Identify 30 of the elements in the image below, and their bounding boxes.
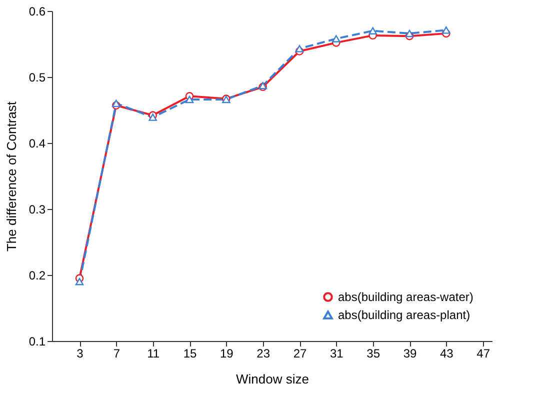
y-axis-title: The difference of Contrast xyxy=(4,101,19,252)
x-tick-label: 7 xyxy=(113,346,120,360)
x-tick-label: 31 xyxy=(330,346,344,360)
point xyxy=(295,44,304,52)
x-tick-label: 43 xyxy=(440,346,454,360)
point xyxy=(332,35,340,42)
x-tick-label: 47 xyxy=(476,346,490,360)
point xyxy=(405,30,414,38)
y-tick-label: 0.2 xyxy=(28,268,46,282)
y-tick-label: 0.5 xyxy=(28,70,46,84)
x-tick-label: 3 xyxy=(76,346,84,360)
x-tick-label: 27 xyxy=(293,346,307,360)
legend-label: abs(building areas-water) xyxy=(338,290,474,304)
y-tick-label: 0.3 xyxy=(28,202,46,216)
point xyxy=(148,114,157,121)
x-tick-label: 19 xyxy=(220,346,234,360)
point xyxy=(185,96,194,104)
y-tick-label: 0.1 xyxy=(28,334,46,348)
y-tick-label: 0.4 xyxy=(28,136,46,150)
x-tick-label: 11 xyxy=(147,346,160,360)
y-tick-label: 0.6 xyxy=(28,4,46,18)
x-tick-label: 39 xyxy=(403,346,417,360)
point xyxy=(442,26,450,34)
legend-label: abs(building areas-plant) xyxy=(338,308,470,322)
x-tick-label: 35 xyxy=(366,346,380,360)
x-axis-title: Window size xyxy=(236,372,309,386)
x-tick-label: 23 xyxy=(256,346,270,360)
x-tick-label: 15 xyxy=(183,346,197,360)
point xyxy=(75,278,84,286)
point xyxy=(368,27,377,34)
